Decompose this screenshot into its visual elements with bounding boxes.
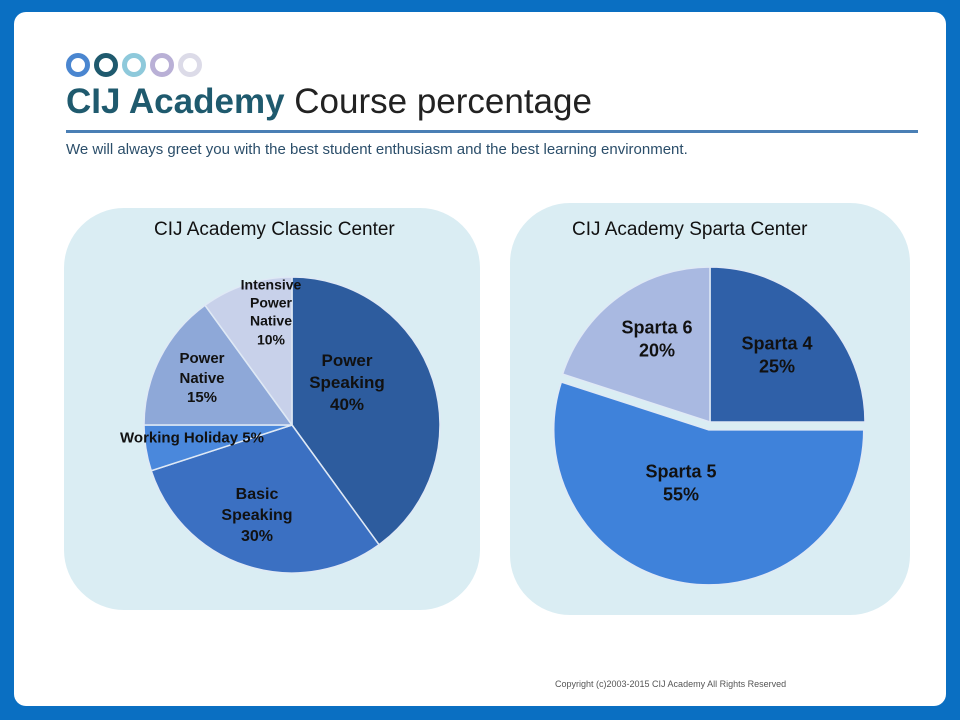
- slice-label-line: Working Holiday 5%: [120, 429, 264, 447]
- slice-label: Power Native 15%: [179, 349, 224, 408]
- slice-label: Sparta 6 20%: [621, 317, 692, 364]
- classic-chart-title: CIJ Academy Classic Center: [154, 219, 395, 240]
- pie-slice-sparta-4: [709, 266, 866, 423]
- decorative-dot: [94, 53, 118, 77]
- decorative-dots: [66, 53, 202, 77]
- slice-label-line: Intensive: [240, 276, 302, 293]
- decorative-dot: [150, 53, 174, 77]
- slice-label-line: Sparta 5: [645, 461, 717, 482]
- decorative-dot: [66, 53, 90, 77]
- slice-label-line: 20%: [638, 341, 676, 361]
- pie-slice-sparta-5: [553, 381, 865, 586]
- slice-label-line: 10%: [256, 331, 286, 348]
- slice-label-line: Power: [321, 350, 373, 370]
- pie-slice-power-native: [143, 304, 294, 426]
- copyright: Copyright (c)2003-2015 CIJ Academy All R…: [555, 679, 787, 689]
- slice-label-line: Native: [249, 313, 293, 329]
- slice-label-line: Power: [249, 294, 293, 311]
- decorative-dot: [122, 53, 146, 77]
- pie-slice-intensive-power-native: [203, 276, 293, 428]
- slice-label: Sparta 5 55%: [645, 461, 716, 508]
- slice-label-line: 30%: [240, 527, 274, 545]
- slice-label: Basic Speaking 30%: [221, 485, 292, 547]
- slice-label-line: Power: [179, 349, 225, 367]
- slice-label-line: 40%: [329, 395, 365, 415]
- slice-label-line: 55%: [662, 485, 700, 505]
- slice-label: Intensive Power Native 10%: [241, 276, 302, 349]
- slice-label-line: Native: [179, 369, 225, 387]
- slice-label-line: Basic: [235, 485, 279, 503]
- slice-label-line: Sparta 4: [741, 333, 813, 354]
- decorative-dot: [178, 53, 202, 77]
- page-title: CIJ Academy Course percentage: [66, 82, 592, 122]
- slice-label-line: Sparta 6: [621, 317, 693, 338]
- pie-slice-power-speaking: [291, 276, 441, 546]
- slice-label-line: Speaking: [221, 506, 293, 524]
- sparta-chart-title: CIJ Academy Sparta Center: [572, 219, 808, 240]
- pie-slice-sparta-6: [561, 266, 711, 424]
- title-divider: [66, 130, 918, 133]
- slice-label-line: Speaking: [309, 372, 385, 392]
- slice-label-line: 15%: [186, 388, 218, 406]
- slice-label: Working Holiday 5%: [120, 428, 264, 448]
- title-brand: CIJ Academy: [66, 82, 285, 121]
- slice-label: Sparta 4 25%: [741, 333, 812, 380]
- title-rest: Course percentage: [294, 82, 592, 121]
- slice-label: Power Speaking 40%: [309, 350, 385, 416]
- pie-slice-basic-speaking: [150, 424, 381, 574]
- slice-label-line: 25%: [758, 357, 796, 377]
- subtitle: We will always greet you with the best s…: [66, 141, 688, 158]
